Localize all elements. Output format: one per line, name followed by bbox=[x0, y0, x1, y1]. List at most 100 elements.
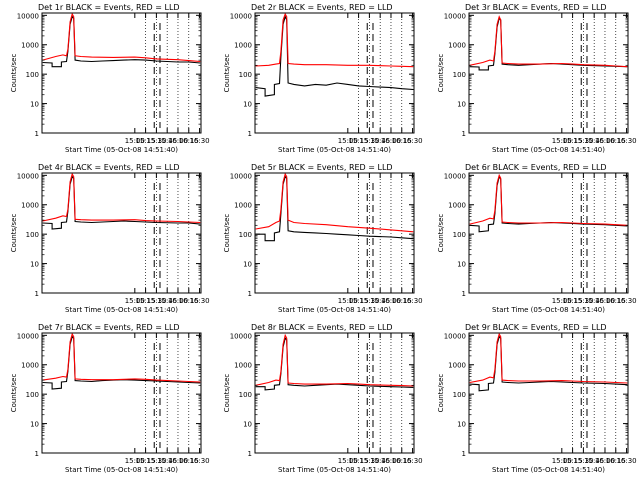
y-tick-label: 10000 bbox=[444, 332, 466, 340]
panel: Det 2r BLACK = Events, RED = LLD 1 10 100 10… bbox=[223, 3, 423, 154]
x-tick-label: 16:30 bbox=[616, 457, 636, 465]
y-axis-label: Counts/sec bbox=[10, 214, 18, 253]
x-tick-label: 15:30 bbox=[573, 297, 593, 305]
x-tick-label: 16:15 bbox=[179, 137, 199, 145]
series-line-events bbox=[42, 15, 201, 68]
plot-frame bbox=[41, 332, 202, 454]
x-tick-label: 15:00 bbox=[552, 457, 572, 465]
x-tick-label: 15:15 bbox=[563, 297, 583, 305]
series-line-events bbox=[255, 15, 414, 97]
y-tick-label: 1000 bbox=[21, 362, 39, 370]
x-tick-label: 15:30 bbox=[359, 457, 379, 465]
x-tick-label: 15:45 bbox=[370, 297, 390, 305]
x-tick-label: 16:30 bbox=[189, 457, 209, 465]
x-axis-label: Start Time (05-Oct-08 14:51:40) bbox=[65, 306, 178, 314]
x-axis-label: Start Time (05-Oct-08 14:51:40) bbox=[492, 466, 605, 474]
x-tick-label: 15:15 bbox=[136, 137, 156, 145]
x-tick-label: 15:30 bbox=[146, 137, 166, 145]
x-tick-label: 16:00 bbox=[168, 457, 188, 465]
panel: Det 7r BLACK = Events, RED = LLD 1 10 100 10… bbox=[10, 323, 210, 474]
series-line-lld bbox=[255, 333, 414, 387]
y-tick-label: 1000 bbox=[234, 42, 252, 50]
y-tick-label: 1000 bbox=[234, 202, 252, 210]
y-tick-label: 10 bbox=[457, 261, 466, 269]
y-axis-label: Counts/sec bbox=[437, 54, 445, 93]
x-tick-label: 16:00 bbox=[381, 457, 401, 465]
y-tick-label: 100 bbox=[453, 71, 466, 79]
y-tick-label: 100 bbox=[453, 391, 466, 399]
x-tick-label: 15:30 bbox=[359, 297, 379, 305]
x-tick-label: 15:30 bbox=[573, 457, 593, 465]
x-axis-label: Start Time (05-Oct-08 14:51:40) bbox=[492, 146, 605, 154]
x-tick-label: 15:45 bbox=[584, 137, 604, 145]
x-tick-label: 15:15 bbox=[349, 137, 369, 145]
y-tick-label: 1 bbox=[462, 290, 466, 298]
y-tick-label: 10 bbox=[457, 101, 466, 109]
series-line-lld bbox=[469, 332, 628, 384]
plot-frame bbox=[41, 172, 202, 294]
series-line-lld bbox=[42, 12, 201, 63]
x-axis-label: Start Time (05-Oct-08 14:51:40) bbox=[492, 306, 605, 314]
x-tick-label: 16:15 bbox=[392, 297, 412, 305]
y-tick-label: 10 bbox=[30, 261, 39, 269]
y-tick-label: 10 bbox=[30, 421, 39, 429]
series-line-events bbox=[42, 335, 201, 390]
panel-title: Det 1r BLACK = Events, RED = LLD bbox=[38, 3, 180, 12]
panel-title: Det 5r BLACK = Events, RED = LLD bbox=[251, 163, 393, 172]
y-tick-label: 1000 bbox=[448, 202, 466, 210]
y-tick-label: 10000 bbox=[230, 172, 252, 180]
y-tick-label: 1 bbox=[462, 450, 466, 458]
series-line-lld bbox=[42, 172, 201, 224]
x-tick-label: 16:15 bbox=[392, 137, 412, 145]
plot-frame bbox=[254, 332, 415, 454]
x-tick-label: 15:45 bbox=[370, 457, 390, 465]
x-tick-label: 16:15 bbox=[606, 137, 626, 145]
y-tick-label: 10 bbox=[243, 101, 252, 109]
y-tick-label: 10000 bbox=[230, 12, 252, 20]
x-tick-label: 16:30 bbox=[402, 137, 422, 145]
panel-title: Det 2r BLACK = Events, RED = LLD bbox=[251, 3, 393, 12]
series-line-events bbox=[469, 335, 628, 392]
x-axis-label: Start Time (05-Oct-08 14:51:40) bbox=[65, 146, 178, 154]
series-line-events bbox=[255, 175, 414, 242]
series-line-lld bbox=[255, 172, 414, 233]
x-tick-label: 16:30 bbox=[189, 297, 209, 305]
y-axis-label: Counts/sec bbox=[223, 214, 231, 253]
x-axis-label: Start Time (05-Oct-08 14:51:40) bbox=[65, 466, 178, 474]
x-tick-label: 16:00 bbox=[595, 297, 615, 305]
series-line-events bbox=[42, 175, 201, 230]
x-tick-label: 15:45 bbox=[157, 137, 177, 145]
y-tick-label: 100 bbox=[239, 391, 252, 399]
x-tick-label: 16:00 bbox=[168, 297, 188, 305]
plot-frame bbox=[468, 172, 629, 294]
panel-title: Det 3r BLACK = Events, RED = LLD bbox=[465, 3, 607, 12]
x-tick-label: 16:15 bbox=[392, 457, 412, 465]
x-tick-label: 15:45 bbox=[370, 137, 390, 145]
x-tick-label: 16:00 bbox=[168, 137, 188, 145]
x-tick-label: 15:00 bbox=[552, 297, 572, 305]
panel: Det 5r BLACK = Events, RED = LLD 1 10 100 10… bbox=[223, 163, 423, 314]
panel: Det 6r BLACK = Events, RED = LLD 1 10 100 10… bbox=[437, 163, 637, 314]
y-tick-label: 10 bbox=[30, 101, 39, 109]
x-tick-label: 15:45 bbox=[157, 457, 177, 465]
x-tick-label: 15:00 bbox=[125, 457, 145, 465]
x-tick-label: 15:00 bbox=[338, 457, 358, 465]
x-tick-label: 15:45 bbox=[157, 297, 177, 305]
y-tick-label: 1 bbox=[248, 450, 252, 458]
y-axis-label: Counts/sec bbox=[10, 374, 18, 413]
x-tick-label: 15:15 bbox=[349, 297, 369, 305]
y-tick-label: 100 bbox=[26, 391, 39, 399]
x-tick-label: 16:15 bbox=[179, 297, 199, 305]
x-tick-label: 15:15 bbox=[349, 457, 369, 465]
plot-frame bbox=[41, 12, 202, 134]
panel: Det 3r BLACK = Events, RED = LLD 1 10 100 10… bbox=[437, 3, 637, 154]
y-axis-label: Counts/sec bbox=[223, 374, 231, 413]
series-line-lld bbox=[469, 173, 628, 226]
y-tick-label: 1 bbox=[248, 290, 252, 298]
y-tick-label: 10000 bbox=[444, 172, 466, 180]
x-tick-label: 16:00 bbox=[381, 297, 401, 305]
y-tick-label: 10 bbox=[457, 421, 466, 429]
x-tick-label: 15:00 bbox=[125, 297, 145, 305]
panel: Det 1r BLACK = Events, RED = LLD 1 10 100 10… bbox=[10, 3, 210, 154]
